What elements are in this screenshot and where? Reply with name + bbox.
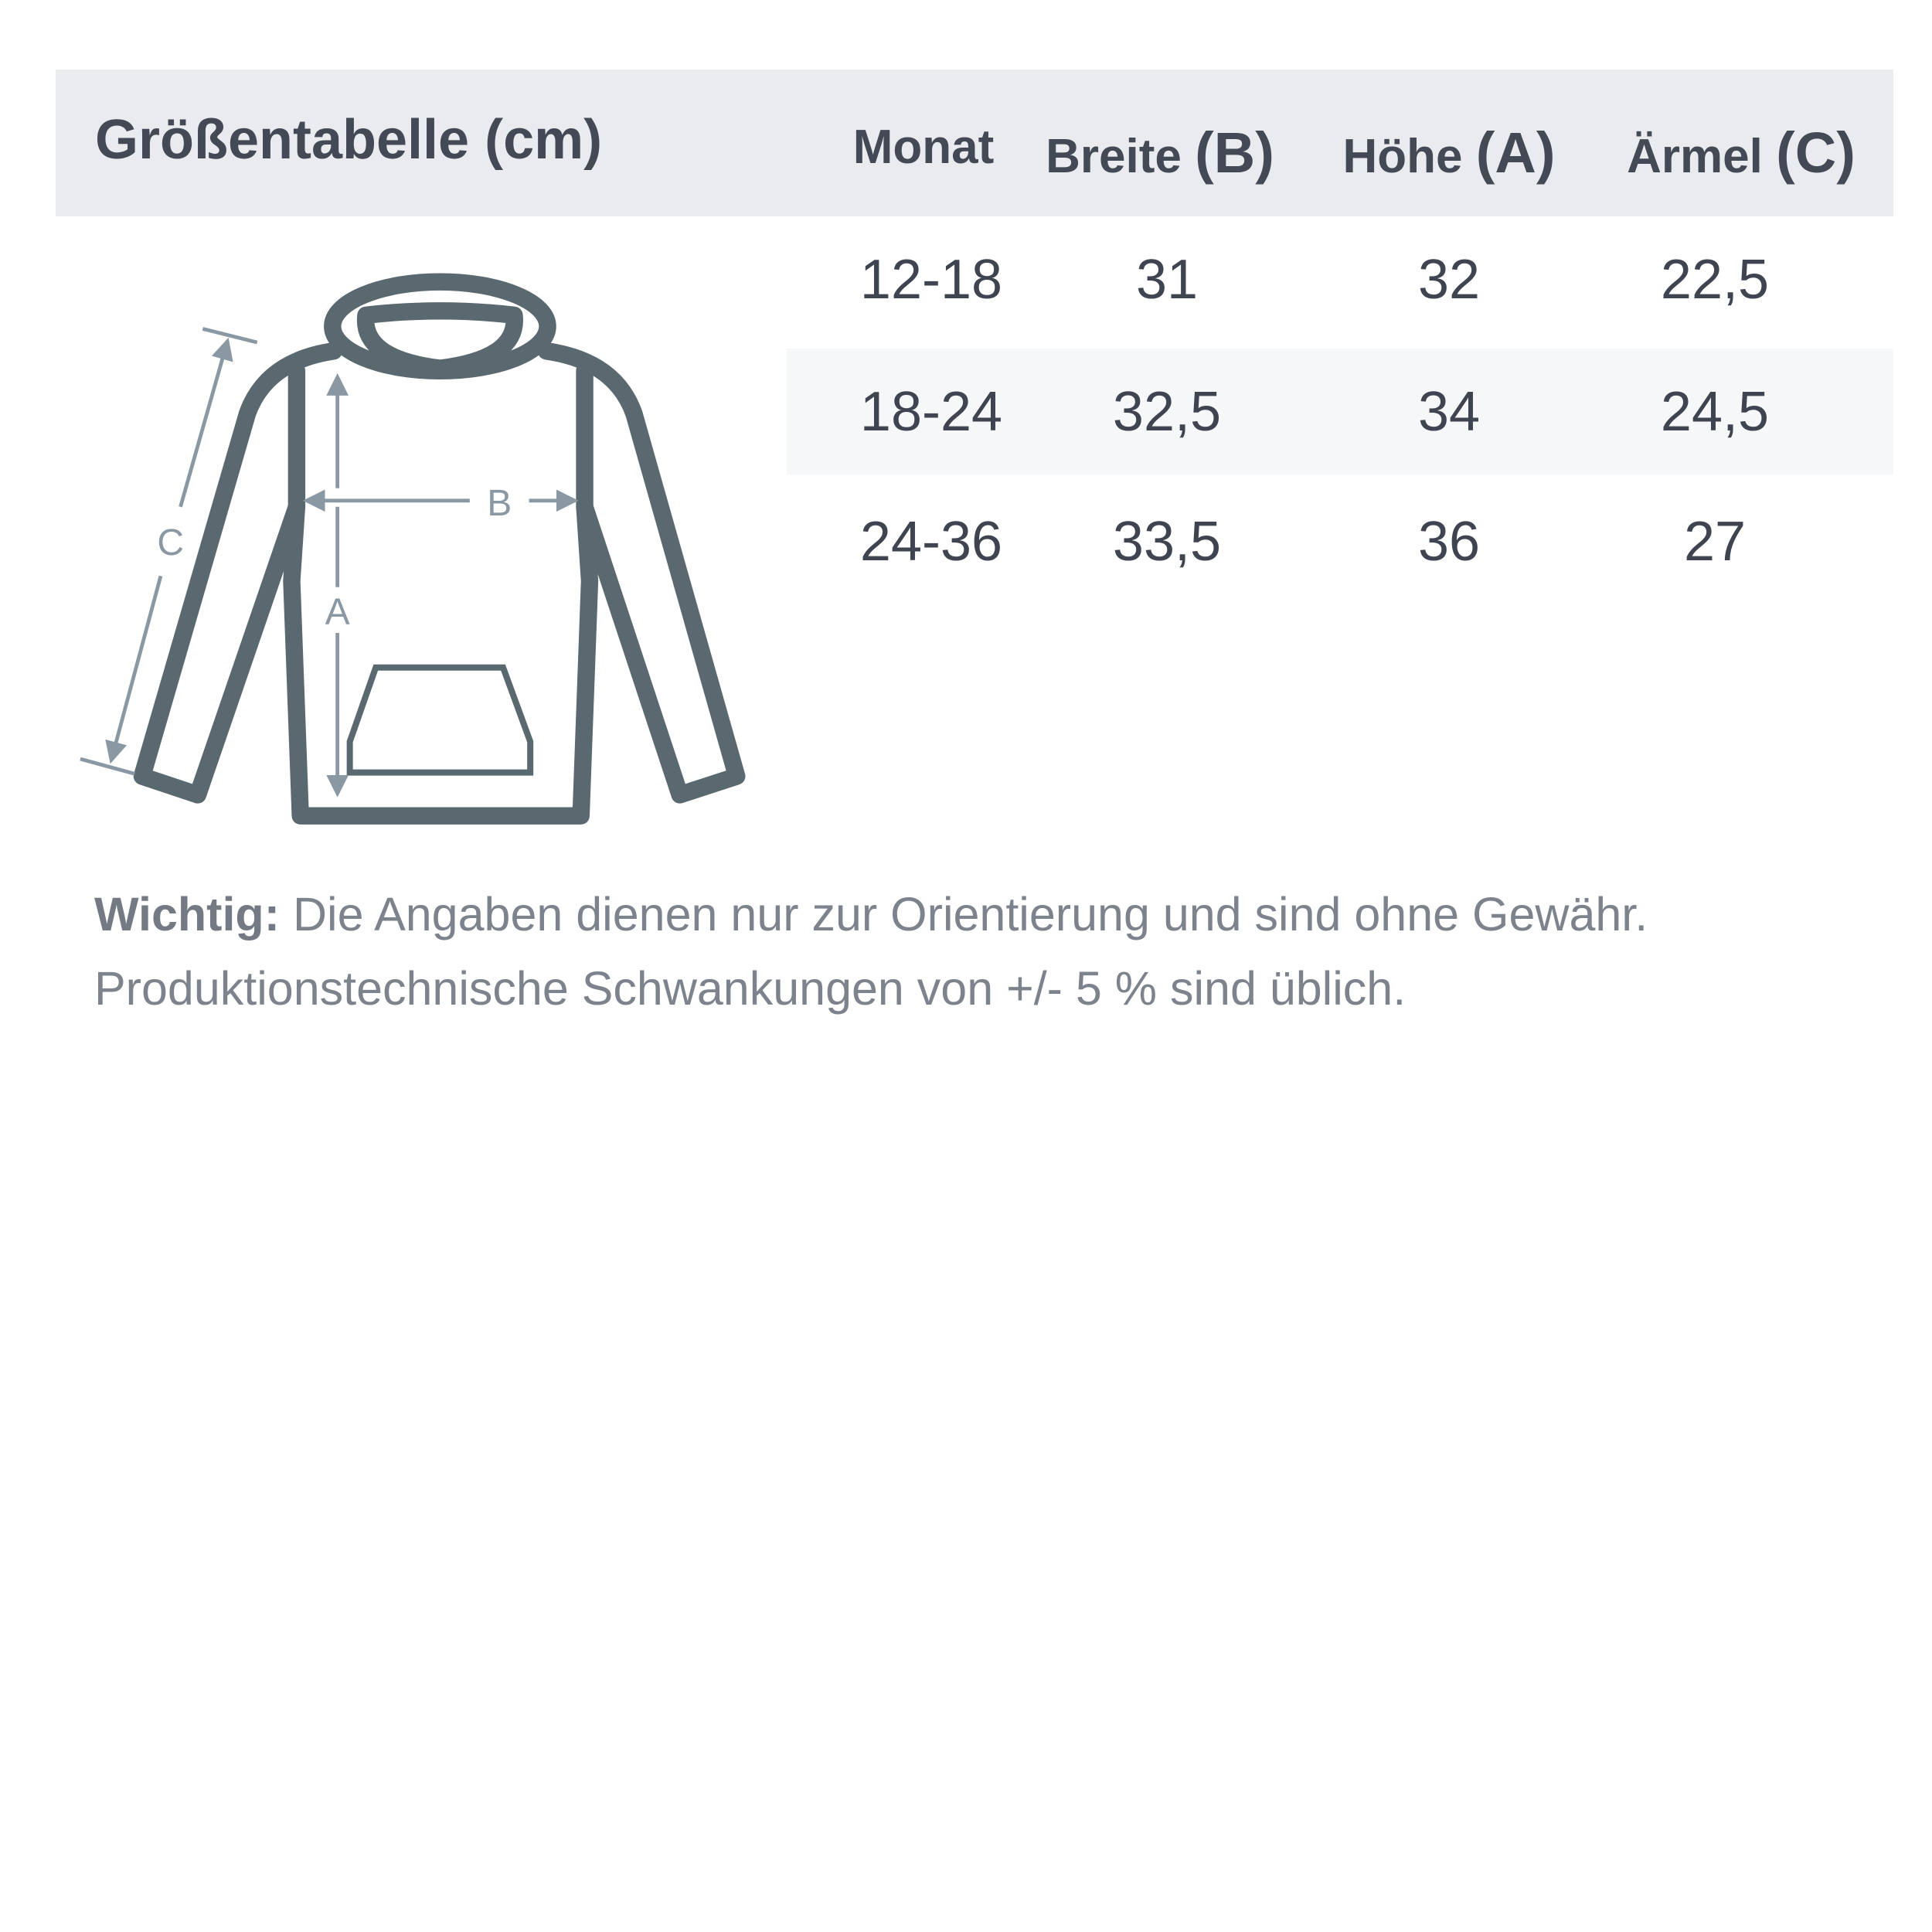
pocket: [346, 664, 534, 776]
note-line-1: Wichtig: Die Angaben dienen nur zur Orie…: [94, 888, 1648, 940]
cell-aermel: 22,5: [1660, 249, 1770, 311]
label-c: C: [157, 522, 184, 563]
header-band: [56, 70, 1893, 216]
note-line-2: Produktionstechnische Schwankungen von +…: [94, 962, 1406, 1015]
column-header-hoehe: Höhe (A): [1342, 121, 1556, 185]
cell-hoehe: 36: [1417, 511, 1481, 573]
page-title: Größentabelle (cm): [95, 109, 603, 171]
cell-breite: 31: [1135, 249, 1199, 311]
cell-aermel: 24,5: [1660, 381, 1770, 443]
cell-monat: 18-24: [859, 381, 1003, 443]
cell-breite: 32,5: [1112, 381, 1222, 443]
label-a: A: [325, 592, 350, 633]
cell-hoehe: 32: [1417, 249, 1481, 311]
column-header-monat: Monat: [852, 121, 995, 174]
cell-monat: 24-36: [859, 511, 1003, 573]
cell-hoehe: 34: [1417, 381, 1481, 443]
column-header-aermel: Ärmel (C): [1627, 121, 1855, 185]
table-row-stripe: [787, 349, 1893, 474]
right-sleeve: [537, 342, 746, 804]
cell-monat: 12-18: [859, 249, 1003, 311]
cell-breite: 33,5: [1112, 511, 1222, 573]
label-b: B: [487, 483, 512, 524]
column-header-breite: Breite (B): [1046, 121, 1274, 185]
cell-aermel: 27: [1683, 511, 1747, 573]
left-sleeve: [133, 342, 343, 804]
